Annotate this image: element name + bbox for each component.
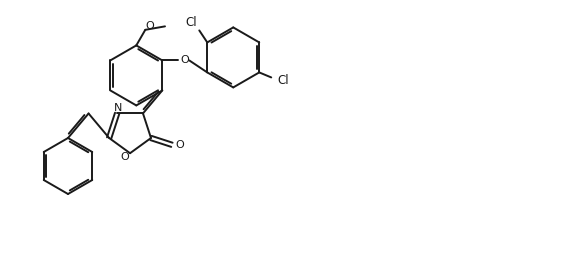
Text: Cl: Cl <box>186 16 197 29</box>
Text: O: O <box>121 152 130 162</box>
Text: N: N <box>114 103 122 113</box>
Text: Cl: Cl <box>277 74 289 87</box>
Text: O: O <box>145 21 154 31</box>
Text: O: O <box>180 55 189 66</box>
Text: O: O <box>176 140 185 150</box>
